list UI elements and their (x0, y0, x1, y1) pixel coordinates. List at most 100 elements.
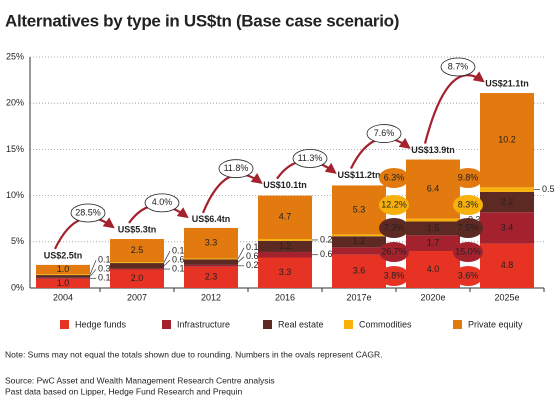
cagr-oval (144, 193, 180, 213)
leader-line (237, 247, 245, 260)
segment-cagr-label: 8.3% (458, 199, 479, 209)
data-label: 2.2 (501, 196, 514, 206)
leader-line (89, 269, 97, 277)
leader-line (237, 256, 245, 263)
data-label: 0.1 (98, 273, 111, 283)
bar-segment (480, 191, 534, 213)
legend-label: Real estate (278, 319, 324, 329)
cagr-oval (292, 149, 328, 168)
cagr-oval (366, 124, 402, 143)
data-label: 0.1 (98, 255, 111, 265)
bar-segment (184, 258, 238, 260)
bar-segment (36, 275, 90, 278)
data-label: 10.2 (498, 135, 516, 145)
data-label: 2.3 (205, 272, 218, 282)
bar-segment (184, 264, 238, 267)
cagr-label: 8.7% (448, 61, 469, 71)
total-label: US$5.3tn (118, 224, 157, 234)
data-label: 6.4 (427, 184, 440, 194)
bar-segment (332, 236, 386, 248)
bar-segment (110, 263, 164, 269)
segment-cagr-oval (379, 195, 409, 215)
total-label: US$13.9tn (411, 145, 455, 155)
data-label: 0.5 (542, 184, 555, 194)
y-tick-label: 5% (11, 236, 24, 246)
data-label: 0.1 (172, 245, 185, 255)
bar-segment (480, 93, 534, 188)
data-label: 1.5 (427, 223, 440, 233)
bar-segment (332, 185, 386, 235)
cagr-arrow (54, 216, 115, 250)
legend-swatch (453, 320, 462, 329)
leader-line (89, 260, 97, 275)
bar-segment (184, 266, 238, 288)
bar-segment (258, 195, 312, 240)
leader-line (163, 259, 171, 267)
cagr-arrow (350, 137, 411, 169)
data-label: 3.4 (501, 222, 514, 232)
bar-segment (480, 243, 534, 288)
cagr-oval (70, 203, 106, 223)
bar-segment (332, 247, 386, 255)
bar-segment (110, 239, 164, 263)
data-label: 1.7 (427, 238, 440, 248)
data-label: 0.1 (246, 242, 259, 252)
bar-segment (258, 257, 312, 288)
data-label: 1.2 (279, 241, 292, 251)
data-label: 1.0 (57, 278, 70, 288)
segment-cagr-label: 12.2% (381, 199, 407, 209)
total-label: US$21.1tn (485, 78, 529, 88)
data-label: 1.0 (57, 264, 70, 274)
y-tick-label: 20% (6, 98, 24, 108)
segment-cagr-label: 15.0% (455, 246, 481, 256)
legend-swatch (344, 320, 353, 329)
bar-segment (36, 274, 90, 276)
legend-label: Commodities (359, 319, 412, 329)
legend-swatch (263, 320, 272, 329)
bar-segment (406, 251, 460, 288)
bar-segment (406, 218, 460, 222)
cagr-label: 4.0% (152, 197, 173, 207)
segment-cagr-oval (379, 266, 409, 286)
cagr-label: 11.8% (224, 163, 249, 173)
cagr-label: 11.3% (298, 153, 323, 163)
x-tick-label: 2025e (494, 292, 519, 302)
note: Note: Sums may not equal the totals show… (5, 349, 383, 359)
legend-swatch (162, 320, 171, 329)
data-label: 0.6 (246, 251, 259, 261)
segment-cagr-label: 6.3% (384, 172, 405, 182)
bar-segment (480, 187, 534, 192)
cagr-oval (440, 57, 476, 77)
segment-cagr-label: 26.7% (381, 246, 407, 256)
bar-segment (110, 268, 164, 270)
y-tick-label: 15% (6, 144, 24, 154)
legend-swatch (60, 320, 69, 329)
data-label: 3.3 (205, 238, 218, 248)
bar-segment (36, 277, 90, 279)
legend-label: Hedge funds (75, 319, 127, 329)
total-label: US$11.2tn (337, 170, 380, 180)
segment-cagr-oval (379, 242, 409, 262)
leader-line (163, 250, 171, 263)
data-label: 0.6 (320, 249, 333, 259)
data-label: 3.3 (279, 267, 292, 277)
cagr-arrow (201, 173, 263, 214)
cagr-arrow (423, 71, 485, 144)
bar-segment (110, 262, 164, 264)
y-tick-label: 10% (6, 190, 24, 200)
segment-cagr-oval (453, 218, 483, 238)
x-tick-label: 2007 (127, 292, 147, 302)
bar-segment (184, 227, 238, 259)
data-label: 2.5 (131, 245, 144, 255)
data-label: 0.3 (98, 264, 111, 274)
bar-segment (36, 264, 90, 275)
x-tick-label: 2017e (346, 292, 371, 302)
x-tick-label: 2020e (420, 292, 445, 302)
segment-cagr-label: 9.8% (458, 172, 479, 182)
source: Source: PwC Asset and Wealth Management … (5, 375, 275, 385)
data-label: 3.6 (353, 266, 366, 276)
x-tick-label: 2012 (201, 292, 221, 302)
segment-cagr-oval (453, 266, 483, 286)
data-label: 0.1 (172, 263, 185, 273)
